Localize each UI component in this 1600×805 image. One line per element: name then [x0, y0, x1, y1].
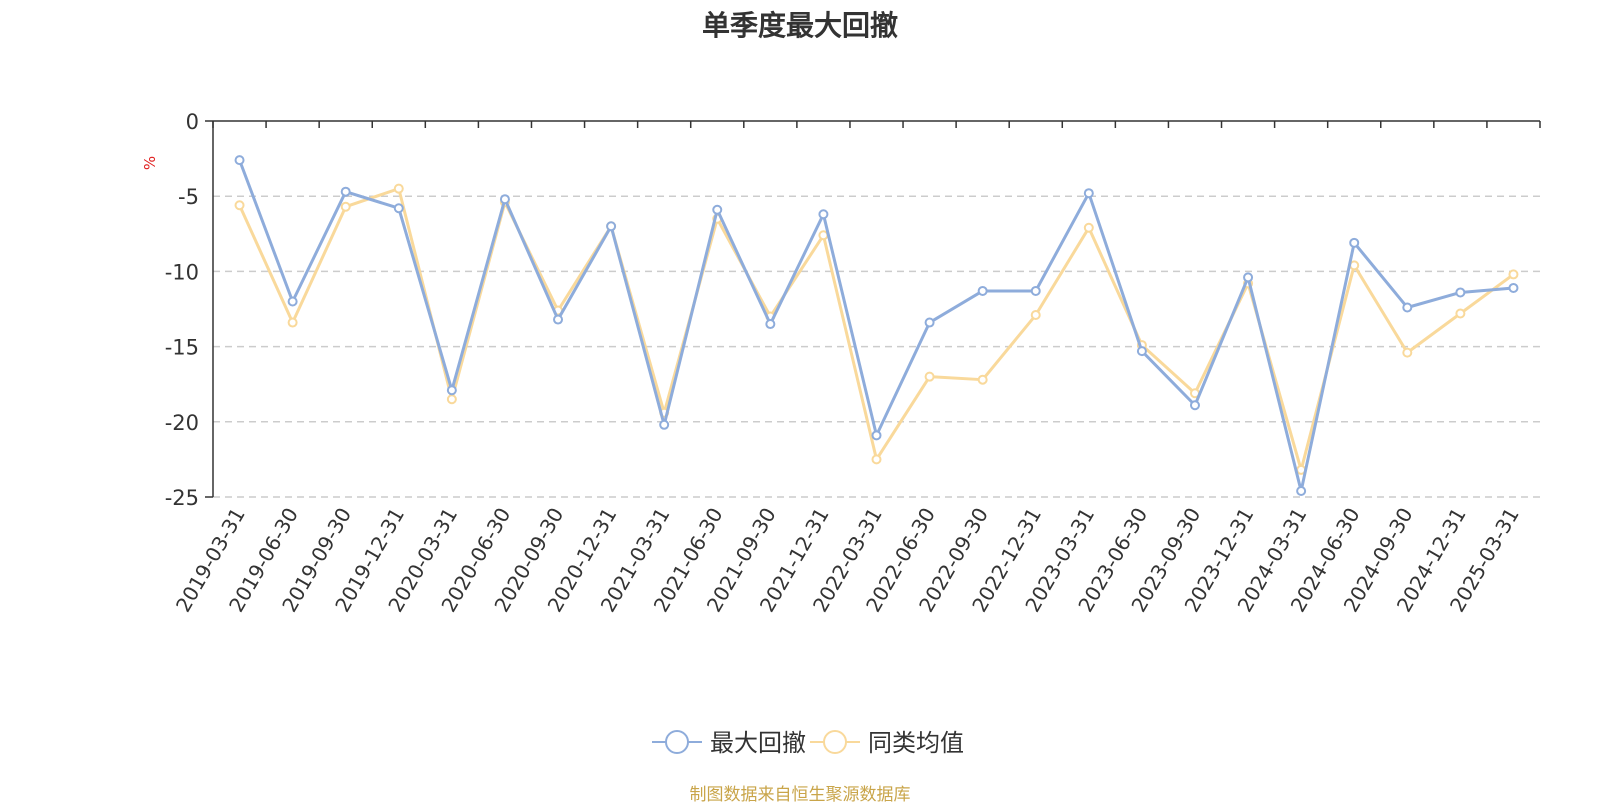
data-point: [1030, 285, 1041, 296]
y-axis-unit-label: %: [141, 156, 159, 170]
data-point: [1296, 485, 1307, 496]
y-tick-label: -10: [165, 260, 199, 284]
data-point: [287, 296, 298, 307]
data-point: [924, 317, 935, 328]
series-line: [238, 187, 1515, 472]
data-point: [1136, 346, 1147, 357]
source-note: 制图数据来自恒生聚源数据库: [689, 785, 911, 805]
data-point: [1030, 310, 1041, 321]
data-point: [606, 221, 617, 232]
data-point: [659, 419, 670, 430]
data-point: [1243, 272, 1254, 283]
data-point: [818, 230, 829, 241]
data-point: [553, 314, 564, 325]
data-point: [446, 394, 457, 405]
data-point: [1455, 287, 1466, 298]
data-point: [871, 454, 882, 465]
data-point: [1349, 237, 1360, 248]
data-point: [1508, 269, 1519, 280]
y-tick-label: 0: [186, 110, 199, 134]
data-point: [924, 371, 935, 382]
data-point: [393, 203, 404, 214]
series-lines: [234, 155, 1519, 496]
data-point: [1189, 400, 1200, 411]
chart-title: 单季度最大回撤: [701, 9, 898, 42]
legend-label: 最大回撤: [710, 729, 806, 757]
y-tick-label: -5: [178, 185, 199, 209]
y-tick-label: -20: [165, 411, 199, 435]
data-point: [287, 317, 298, 328]
data-point: [1402, 347, 1413, 358]
legend-icon: [823, 730, 847, 754]
data-point: [446, 385, 457, 396]
data-point: [340, 186, 351, 197]
data-point: [712, 204, 723, 215]
legend-label: 同类均值: [868, 729, 964, 757]
data-point: [393, 183, 404, 194]
data-point: [977, 374, 988, 385]
data-point: [1402, 302, 1413, 313]
data-point: [340, 201, 351, 212]
y-tick-label: -15: [165, 336, 199, 360]
data-point: [1455, 308, 1466, 319]
y-tick-label: -25: [165, 486, 199, 510]
data-point: [977, 285, 988, 296]
data-point: [499, 194, 510, 205]
data-point: [234, 200, 245, 211]
legend[interactable]: 最大回撤 同类均值: [652, 729, 964, 757]
data-point: [1083, 188, 1094, 199]
data-point: [1508, 282, 1519, 293]
gridlines: [213, 195, 1540, 498]
legend-icon: [665, 730, 689, 754]
data-point: [1083, 222, 1094, 233]
data-point: [765, 319, 776, 330]
data-point: [234, 155, 245, 166]
series-line: [238, 159, 1514, 493]
data-point: [818, 209, 829, 220]
data-point: [871, 430, 882, 441]
